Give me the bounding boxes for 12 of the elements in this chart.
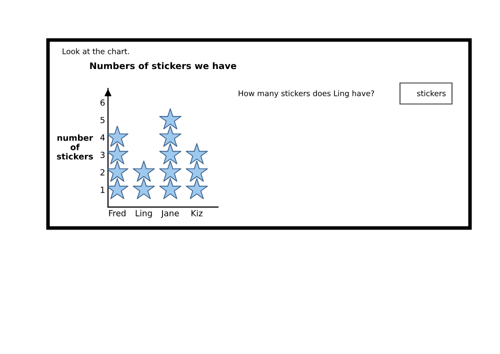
y-tick-label: 4 bbox=[100, 134, 105, 140]
y-tick-label: 3 bbox=[100, 152, 105, 158]
y-tick-label: 6 bbox=[100, 99, 105, 106]
y-tick-label: 1 bbox=[100, 186, 104, 193]
x-tick-label: Jane bbox=[160, 210, 179, 218]
x-tick-label: Kiz bbox=[192, 210, 203, 216]
y-tick-label: 2 bbox=[100, 169, 104, 176]
x-tick-label: Fred bbox=[109, 210, 126, 216]
y-axis-title: number of stickers bbox=[56, 134, 94, 160]
chart-title: Numbers of stickers we have bbox=[90, 62, 236, 70]
x-tick-label: Ling bbox=[136, 210, 152, 218]
y-tick-label: 5 bbox=[100, 116, 104, 124]
